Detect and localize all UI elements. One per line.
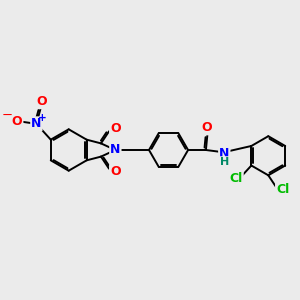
- Text: Cl: Cl: [276, 183, 289, 196]
- Text: H: H: [220, 157, 229, 167]
- Text: −: −: [2, 109, 13, 122]
- Text: O: O: [12, 115, 22, 128]
- Text: N: N: [219, 147, 230, 160]
- Text: O: O: [110, 165, 121, 178]
- Text: Cl: Cl: [230, 172, 243, 185]
- Text: O: O: [36, 95, 46, 108]
- Text: N: N: [31, 117, 42, 130]
- Text: O: O: [202, 122, 212, 134]
- Text: +: +: [38, 112, 47, 122]
- Text: N: N: [110, 143, 121, 157]
- Text: O: O: [110, 122, 121, 135]
